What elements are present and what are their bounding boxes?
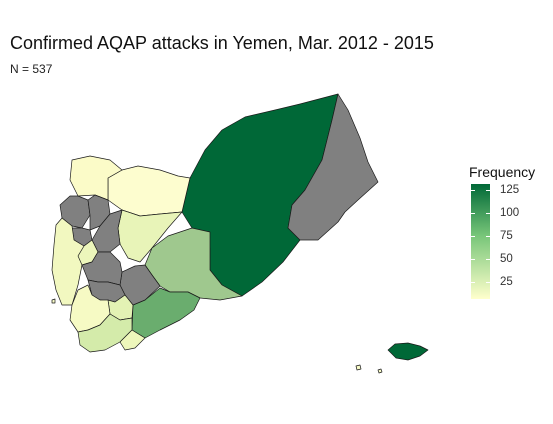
island-small-2 (377, 368, 383, 374)
legend-tick-mark (471, 259, 475, 261)
legend-tick-mark (471, 282, 475, 284)
legend-tick-label: 125 (500, 184, 520, 197)
legend-tick-mark (486, 190, 490, 192)
legend-tick-mark (486, 213, 490, 215)
legend-tick-mark (471, 190, 475, 192)
map-subtitle: N = 537 (10, 62, 53, 76)
legend-tick-label: 50 (500, 253, 513, 266)
region-taiz (69, 284, 111, 333)
legend-tick-mark (471, 236, 475, 238)
legend-tick-mark (486, 282, 490, 284)
region-socotra (387, 342, 429, 361)
island-small-1 (355, 364, 362, 371)
legend-title: Frequency (469, 164, 536, 180)
region-al-hudaydah (51, 217, 85, 306)
region-aden (119, 329, 146, 351)
region-al-jawf (107, 165, 191, 217)
legend-tick-mark (486, 236, 490, 238)
region-al-mahrah (287, 93, 379, 241)
island-small-3 (51, 298, 56, 304)
legend-tick-label: 75 (500, 230, 513, 243)
legend-color-bar (471, 184, 490, 299)
region-lahij (77, 313, 133, 353)
legend-tick-label: 25 (500, 276, 513, 289)
legend-tick-mark (486, 259, 490, 261)
legend-tick-label: 100 (500, 207, 520, 220)
region-saada (69, 155, 123, 201)
legend-tick-mark (471, 213, 475, 215)
legend: Frequency 125 100 75 50 25 (468, 164, 548, 304)
map-title: Confirmed AQAP attacks in Yemen, Mar. 20… (10, 33, 434, 53)
